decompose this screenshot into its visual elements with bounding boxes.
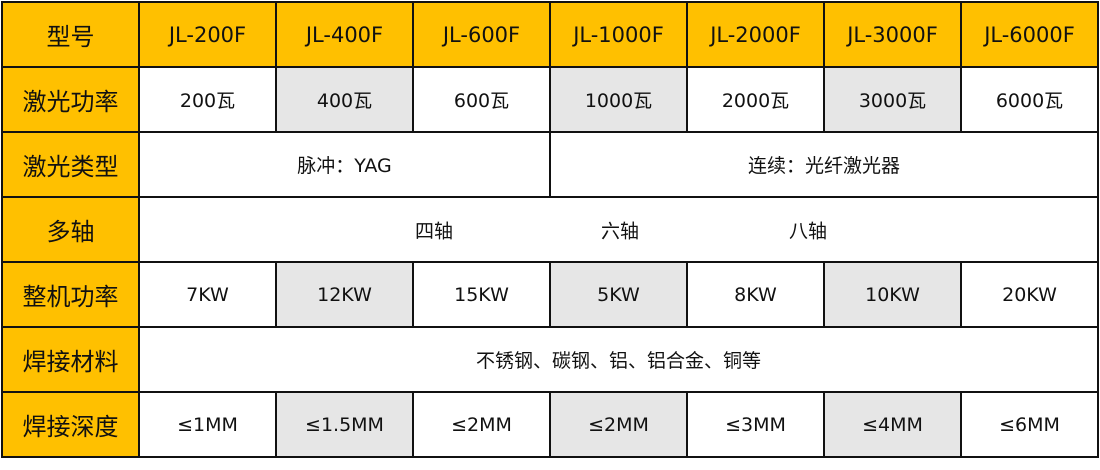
value-cell: 5KW xyxy=(549,261,688,328)
value-cell: ≤6MM xyxy=(960,391,1099,458)
value-cell: ≤1.5MM xyxy=(275,391,414,458)
model-cell: JL-2000F xyxy=(686,1,825,68)
row-label-machine-power: 整机功率 xyxy=(1,261,140,328)
model-cell: JL-3000F xyxy=(823,1,962,68)
value-cell: 12KW xyxy=(275,261,414,328)
value-cell: ≤2MM xyxy=(549,391,688,458)
value-cell: ≤4MM xyxy=(823,391,962,458)
value-cell: 20KW xyxy=(960,261,1099,328)
value-cell: 7KW xyxy=(138,261,277,328)
spec-table: 型号 JL-200F JL-400F JL-600F JL-1000F JL-2… xyxy=(1,1,1099,458)
materials-row: 焊接材料 不锈钢、碳钢、铝、铝合金、铜等 xyxy=(1,326,1099,393)
model-cell: JL-200F xyxy=(138,1,277,68)
value-cell: 3000瓦 xyxy=(823,66,962,133)
value-cell: 200瓦 xyxy=(138,66,277,133)
value-cell: 6000瓦 xyxy=(960,66,1099,133)
model-cell: JL-400F xyxy=(275,1,414,68)
depth-row: 焊接深度 ≤1MM ≤1.5MM ≤2MM ≤2MM ≤3MM ≤4MM ≤6M… xyxy=(1,391,1099,458)
header-row: 型号 JL-200F JL-400F JL-600F JL-1000F JL-2… xyxy=(1,1,1099,68)
value-cell: ≤2MM xyxy=(412,391,551,458)
value-cell: ≤1MM xyxy=(138,391,277,458)
machine-power-row: 整机功率 7KW 12KW 15KW 5KW 8KW 10KW 20KW xyxy=(1,261,1099,328)
row-label-laser-power: 激光功率 xyxy=(1,66,140,133)
row-label-laser-type: 激光类型 xyxy=(1,131,140,198)
value-cell: 10KW xyxy=(823,261,962,328)
laser-power-row: 激光功率 200瓦 400瓦 600瓦 1000瓦 2000瓦 3000瓦 60… xyxy=(1,66,1099,133)
row-label-depth: 焊接深度 xyxy=(1,391,140,458)
value-cell: 400瓦 xyxy=(275,66,414,133)
row-label-model: 型号 xyxy=(1,1,140,68)
value-cell: 600瓦 xyxy=(412,66,551,133)
laser-type-row: 激光类型 脉冲：YAG 连续：光纤激光器 xyxy=(1,131,1099,198)
materials-cell: 不锈钢、碳钢、铝、铝合金、铜等 xyxy=(138,326,1099,393)
value-cell: ≤3MM xyxy=(686,391,825,458)
row-label-materials: 焊接材料 xyxy=(1,326,140,393)
value-cell: 15KW xyxy=(412,261,551,328)
value-cell: 2000瓦 xyxy=(686,66,825,133)
value-cell: 1000瓦 xyxy=(549,66,688,133)
axis-option: 四轴 xyxy=(414,220,454,242)
row-label-multi-axis: 多轴 xyxy=(1,196,140,263)
multi-axis-cell: 四轴 六轴 八轴 xyxy=(138,196,1099,263)
axis-option: 六轴 xyxy=(600,220,640,242)
value-cell: 8KW xyxy=(686,261,825,328)
pulse-cell: 脉冲：YAG xyxy=(138,131,551,198)
model-cell: JL-1000F xyxy=(549,1,688,68)
model-cell: JL-600F xyxy=(412,1,551,68)
multi-axis-row: 多轴 四轴 六轴 八轴 xyxy=(1,196,1099,263)
model-cell: JL-6000F xyxy=(960,1,1099,68)
continuous-cell: 连续：光纤激光器 xyxy=(549,131,1099,198)
axis-option: 八轴 xyxy=(788,220,828,242)
